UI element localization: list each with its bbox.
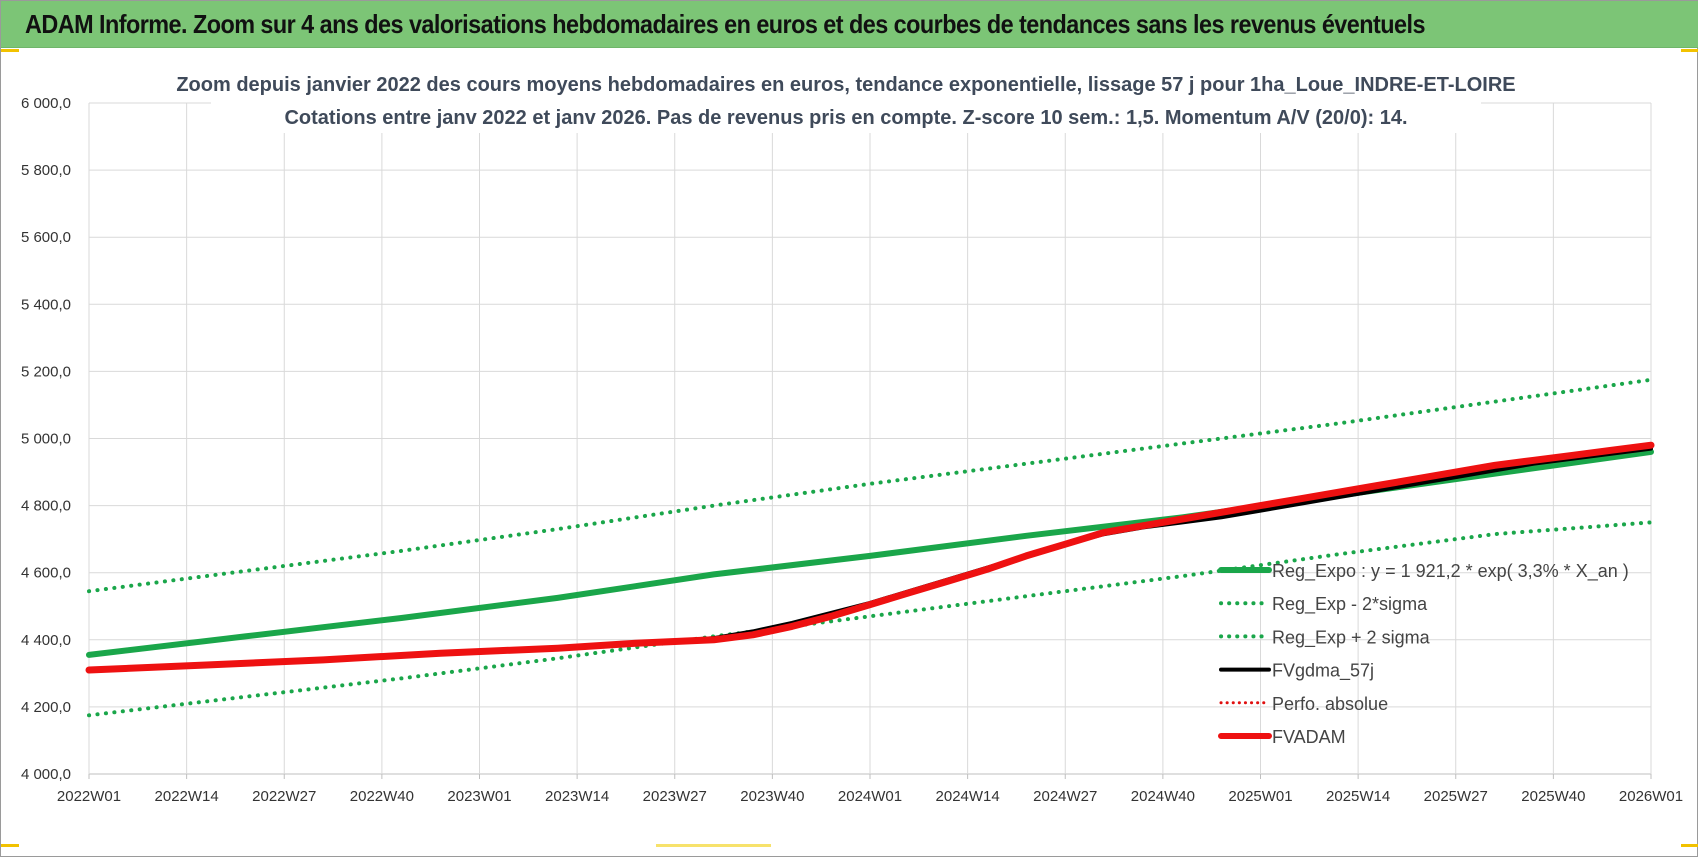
x-tick-label: 2022W40 bbox=[350, 788, 414, 805]
x-tick-label: 2025W27 bbox=[1424, 788, 1488, 805]
grid-lines bbox=[88, 102, 1652, 779]
x-tick-label: 2024W40 bbox=[1131, 788, 1195, 805]
chart-title-background bbox=[211, 67, 1481, 133]
x-tick-label: 2023W01 bbox=[447, 788, 511, 805]
y-tick-label: 4 000,0 bbox=[21, 766, 71, 783]
y-tick-label: 5 400,0 bbox=[21, 296, 71, 313]
y-tick-label: 4 200,0 bbox=[21, 699, 71, 716]
chart-subtitle: Cotations entre janv 2022 et janv 2026. … bbox=[284, 107, 1407, 129]
x-tick-label: 2022W27 bbox=[252, 788, 316, 805]
series-line-fvadam bbox=[85, 441, 1655, 674]
y-tick-label: 5 600,0 bbox=[21, 229, 71, 246]
chart-title: Zoom depuis janvier 2022 des cours moyen… bbox=[176, 74, 1515, 96]
y-tick-label: 5 200,0 bbox=[21, 363, 71, 380]
legend-entry-label: Reg_Exp + 2 sigma bbox=[1272, 627, 1431, 648]
x-tick-label: 2023W14 bbox=[545, 788, 609, 805]
legend-entry-label: FVgdma_57j bbox=[1272, 661, 1374, 682]
series-line-reg-exp-2-sigma bbox=[87, 377, 1653, 594]
x-tick-label: 2025W40 bbox=[1521, 788, 1585, 805]
x-tick-label: 2025W14 bbox=[1326, 788, 1390, 805]
y-tick-label: 4 400,0 bbox=[21, 632, 71, 649]
x-tick-label: 2024W14 bbox=[936, 788, 1000, 805]
header-banner: ADAM Informe. Zoom sur 4 ans des valoris… bbox=[1, 1, 1698, 48]
y-axis-ticks: 6 000,0 5 800,0 5 600,0 5 400,0 5 200,0 5 000… bbox=[21, 95, 71, 783]
series-lines bbox=[85, 377, 1655, 718]
legend-entry-label: Perfo. absolue bbox=[1272, 694, 1388, 714]
y-tick-label: 5 000,0 bbox=[21, 431, 71, 448]
x-tick-label: 2023W27 bbox=[643, 788, 707, 805]
right-accent-mark bbox=[1681, 49, 1698, 52]
banner-title: ADAM Informe. Zoom sur 4 ans des valoris… bbox=[25, 9, 1425, 39]
x-tick-label: 2022W14 bbox=[155, 788, 219, 805]
y-tick-label: 5 800,0 bbox=[21, 162, 71, 179]
x-tick-label: 2023W40 bbox=[740, 788, 804, 805]
x-axis-ticks: 2022W01 2022W14 2022W27 2022W40 2023W01 2023W… bbox=[57, 788, 1683, 805]
bottom-right-accent-mark bbox=[1681, 844, 1698, 847]
y-tick-label: 6 000,0 bbox=[21, 95, 71, 112]
y-tick-label: 4 600,0 bbox=[21, 565, 71, 582]
x-tick-label: 2024W01 bbox=[838, 788, 902, 805]
legend-entry-label: Reg_Expo : y = 1 921,2 * exp( 3,3% * X_a… bbox=[1272, 561, 1629, 582]
bottom-center-accent-mark bbox=[656, 844, 771, 847]
left-accent-mark bbox=[1, 49, 19, 52]
legend-entry-label: FVADAM bbox=[1272, 727, 1346, 747]
chart-title-group: Zoom depuis janvier 2022 des cours moyen… bbox=[176, 67, 1516, 133]
legend-entry-label: Reg_Exp - 2*sigma bbox=[1272, 594, 1428, 615]
x-tick-label: 2022W01 bbox=[57, 788, 121, 805]
legend: Reg_Expo : y = 1 921,2 * exp( 3,3% * X_a… bbox=[1218, 561, 1629, 747]
x-tick-label: 2024W27 bbox=[1033, 788, 1097, 805]
y-tick-label: 4 800,0 bbox=[21, 498, 71, 515]
x-tick-label: 2025W01 bbox=[1228, 788, 1292, 805]
x-tick-label: 2026W01 bbox=[1619, 788, 1683, 805]
series-line-reg-exp-2-sigma bbox=[87, 520, 1653, 718]
bottom-left-accent-mark bbox=[1, 844, 19, 847]
